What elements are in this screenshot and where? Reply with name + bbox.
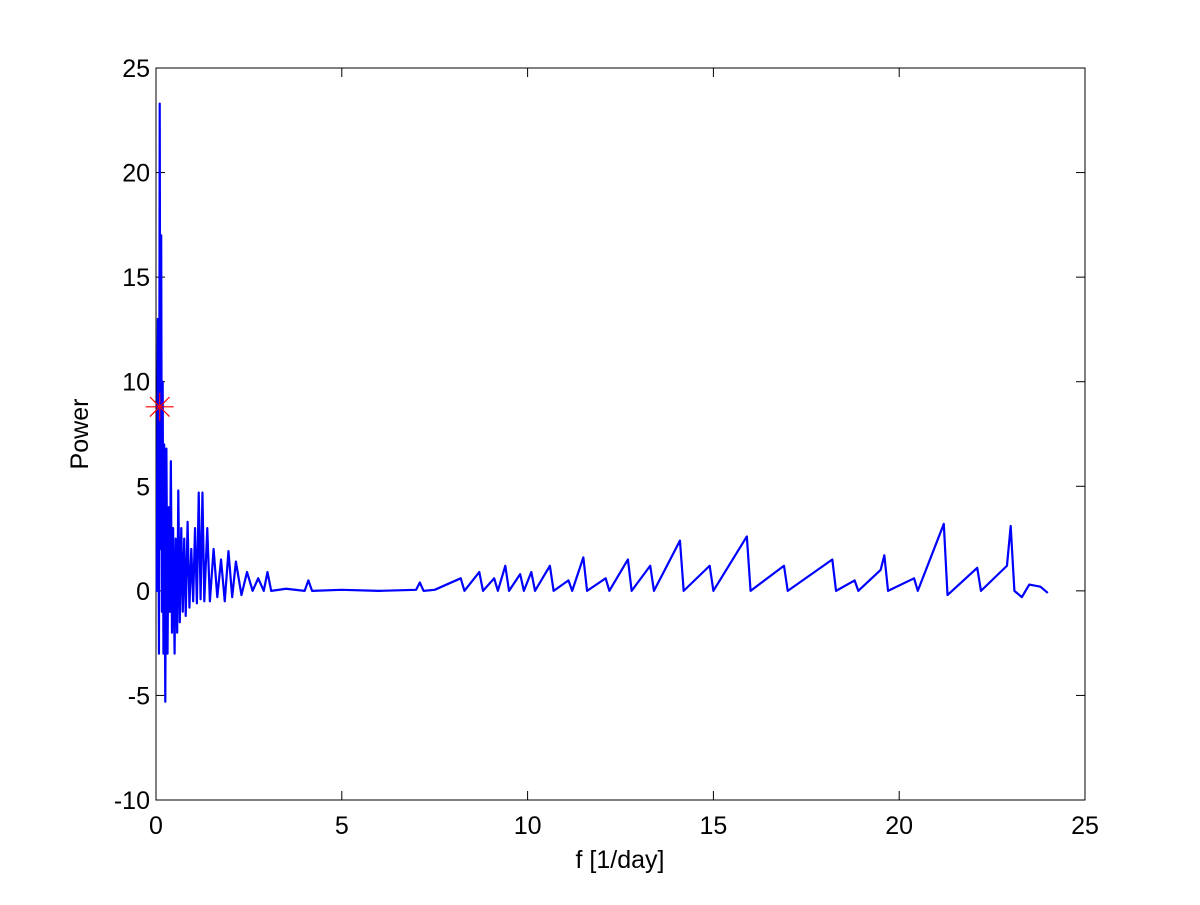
line-series [155,102,1049,703]
marker-stroke [149,396,170,418]
x-tick-label: 5 [335,812,349,840]
y-tick-label: 5 [136,473,150,501]
y-tick-label: 20 [122,160,150,188]
x-tick-label: 25 [1071,812,1099,840]
y-axis-label: Power [66,399,94,470]
y-tick-label: -10 [114,787,150,815]
x-tick-label: 0 [149,812,163,840]
marker [145,392,174,421]
plot-box [155,67,1086,801]
y-tick-label: 10 [122,369,150,397]
y-tick-label: 0 [136,578,150,606]
y-tick-label: -5 [128,682,150,710]
y-tick-label: 25 [122,55,150,83]
x-axis-label: f [1/day] [576,846,665,874]
x-tick-label: 20 [885,812,913,840]
x-tick-label: 15 [699,812,727,840]
y-tick-label: 15 [122,264,150,292]
x-tick-label: 10 [514,812,542,840]
